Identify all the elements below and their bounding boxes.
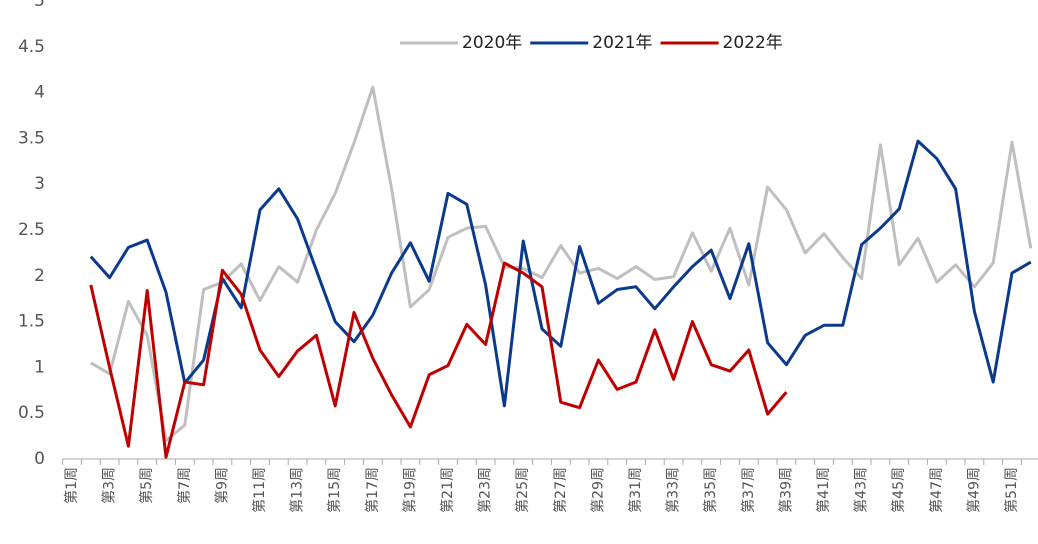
x-tick-label: 第41周 <box>815 467 832 513</box>
y-tick-label: 0.5 <box>18 403 45 423</box>
x-tick-label: 第3周 <box>101 467 118 504</box>
y-tick-label: 4 <box>34 83 45 103</box>
y-tick-label: 4.5 <box>18 37 45 57</box>
x-tick-label: 第23周 <box>477 467 494 513</box>
x-tick-label: 第51周 <box>1003 467 1020 513</box>
x-tick-label: 第9周 <box>213 467 230 504</box>
legend-label: 2020年 <box>462 33 522 53</box>
x-tick-label: 第17周 <box>364 467 381 513</box>
legend-label: 2021年 <box>592 33 652 53</box>
x-tick-label: 第13周 <box>289 467 306 513</box>
x-tick-label: 第21周 <box>439 467 456 513</box>
x-tick-label: 第37周 <box>740 467 757 513</box>
y-tick-label: 1.5 <box>18 312 45 332</box>
x-tick-label: 第19周 <box>401 467 418 513</box>
x-tick-label: 第25周 <box>514 467 531 513</box>
line-series <box>89 261 788 459</box>
x-tick-label: 第7周 <box>176 467 193 504</box>
x-tick-label: 第27周 <box>552 467 569 513</box>
y-tick-label: 3.5 <box>18 128 45 148</box>
x-tick-label: 第35周 <box>702 467 719 513</box>
y-tick-label: 0 <box>34 449 45 469</box>
y-tick-label: 2.5 <box>18 220 45 240</box>
x-tick-label: 第1周 <box>63 467 80 504</box>
x-tick-label: 第39周 <box>777 467 794 513</box>
legend-label: 2022年 <box>723 33 783 53</box>
x-tick-label: 第29周 <box>589 467 606 513</box>
x-tick-label: 第11周 <box>251 467 268 513</box>
x-tick-label: 第31周 <box>627 467 644 513</box>
x-tick-label: 第43周 <box>853 467 870 513</box>
x-tick-label: 第45周 <box>890 467 907 513</box>
x-tick-label: 第15周 <box>326 467 343 513</box>
x-tick-label: 第47周 <box>928 467 945 513</box>
x-tick-label: 第5周 <box>138 467 155 504</box>
x-tick-label: 第49周 <box>965 467 982 513</box>
x-tick-label: 第33周 <box>665 467 682 513</box>
y-tick-label: 5 <box>34 0 45 11</box>
y-tick-label: 1 <box>34 357 45 377</box>
line-series <box>90 85 1033 443</box>
y-tick-label: 2 <box>34 266 45 286</box>
line-series <box>89 139 1032 408</box>
y-tick-label: 3 <box>34 174 45 194</box>
